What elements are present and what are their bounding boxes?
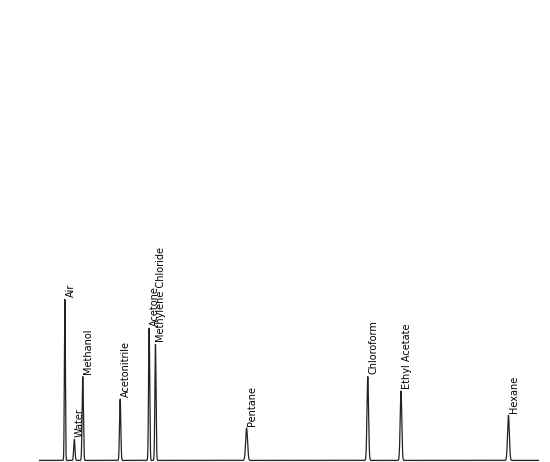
Text: Methylene Chloride: Methylene Chloride [156,247,166,342]
Text: Pentane: Pentane [248,386,257,426]
Text: Water: Water [75,408,85,437]
Text: Air: Air [65,284,75,297]
Text: Hexane: Hexane [509,376,519,413]
Text: Methanol: Methanol [84,329,94,374]
Text: Chloroform: Chloroform [368,321,378,374]
Text: Acetonitrile: Acetonitrile [121,341,131,397]
Text: Ethyl Acetate: Ethyl Acetate [402,323,411,389]
Text: Acetone: Acetone [150,286,160,326]
